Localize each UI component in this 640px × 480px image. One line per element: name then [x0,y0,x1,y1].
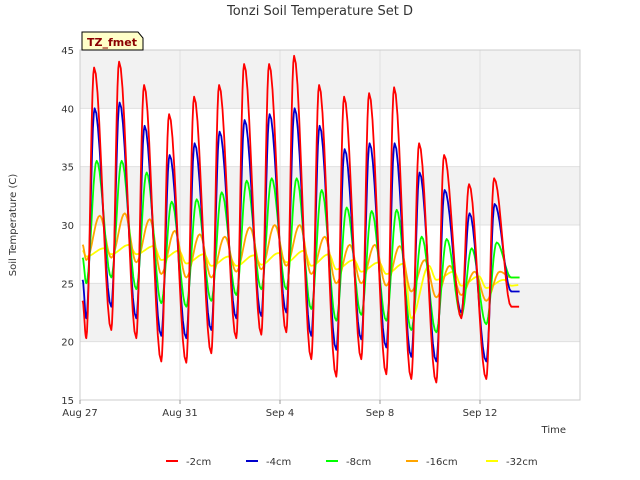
legend: -2cm -4cm -8cm -16cm -32cm [166,457,538,468]
legend-item: -4cm [246,457,291,468]
legend-item: -32cm [486,457,538,468]
chart-title: Tonzi Soil Temperature Set D [226,4,413,19]
series-line-2cmcm [81,54,520,384]
legend-label: -8cm [346,457,371,468]
plot-frame [79,49,581,401]
y-axis-label: Soil Temperature (C) [8,174,19,277]
legend-label: -4cm [266,457,291,468]
background-band [80,166,580,225]
y-tick-label: 45 [61,46,74,57]
legend-item: -8cm [326,457,371,468]
background-band [80,50,580,109]
y-tick-label: 40 [61,104,74,115]
series-line-4cmcm [81,101,520,363]
series-line-8cmcm [81,159,520,334]
station-badge: TZ_fmet [81,31,144,51]
series-lines [81,54,520,384]
y-tick-label: 30 [61,221,74,232]
legend-label: -16cm [426,457,458,468]
series-line-16cmcm [81,212,520,302]
x-axis-label: Time [541,425,566,436]
y-tick-label: 25 [61,279,74,290]
badge-box [81,31,144,51]
legend-item: -2cm [166,457,211,468]
y-tick-label: 20 [61,338,74,349]
x-tick-label: Aug 27 [62,408,97,419]
y-tick-label: 35 [61,163,74,174]
y-tick-label: 15 [61,396,74,407]
y-axis-ticks: 15 20 25 30 35 40 45 [61,46,74,407]
x-tick-label: Sep 12 [463,408,498,419]
legend-label: -2cm [186,457,211,468]
x-tick-label: Aug 31 [162,408,197,419]
badge-label: TZ_fmet [87,36,137,49]
x-axis-ticks: Aug 27 Aug 31 Sep 4 Sep 8 Sep 12 [62,400,497,419]
legend-label: -32cm [506,457,538,468]
x-tick-label: Sep 4 [266,408,294,419]
legend-item: -16cm [406,457,458,468]
x-tick-label: Sep 8 [366,408,394,419]
